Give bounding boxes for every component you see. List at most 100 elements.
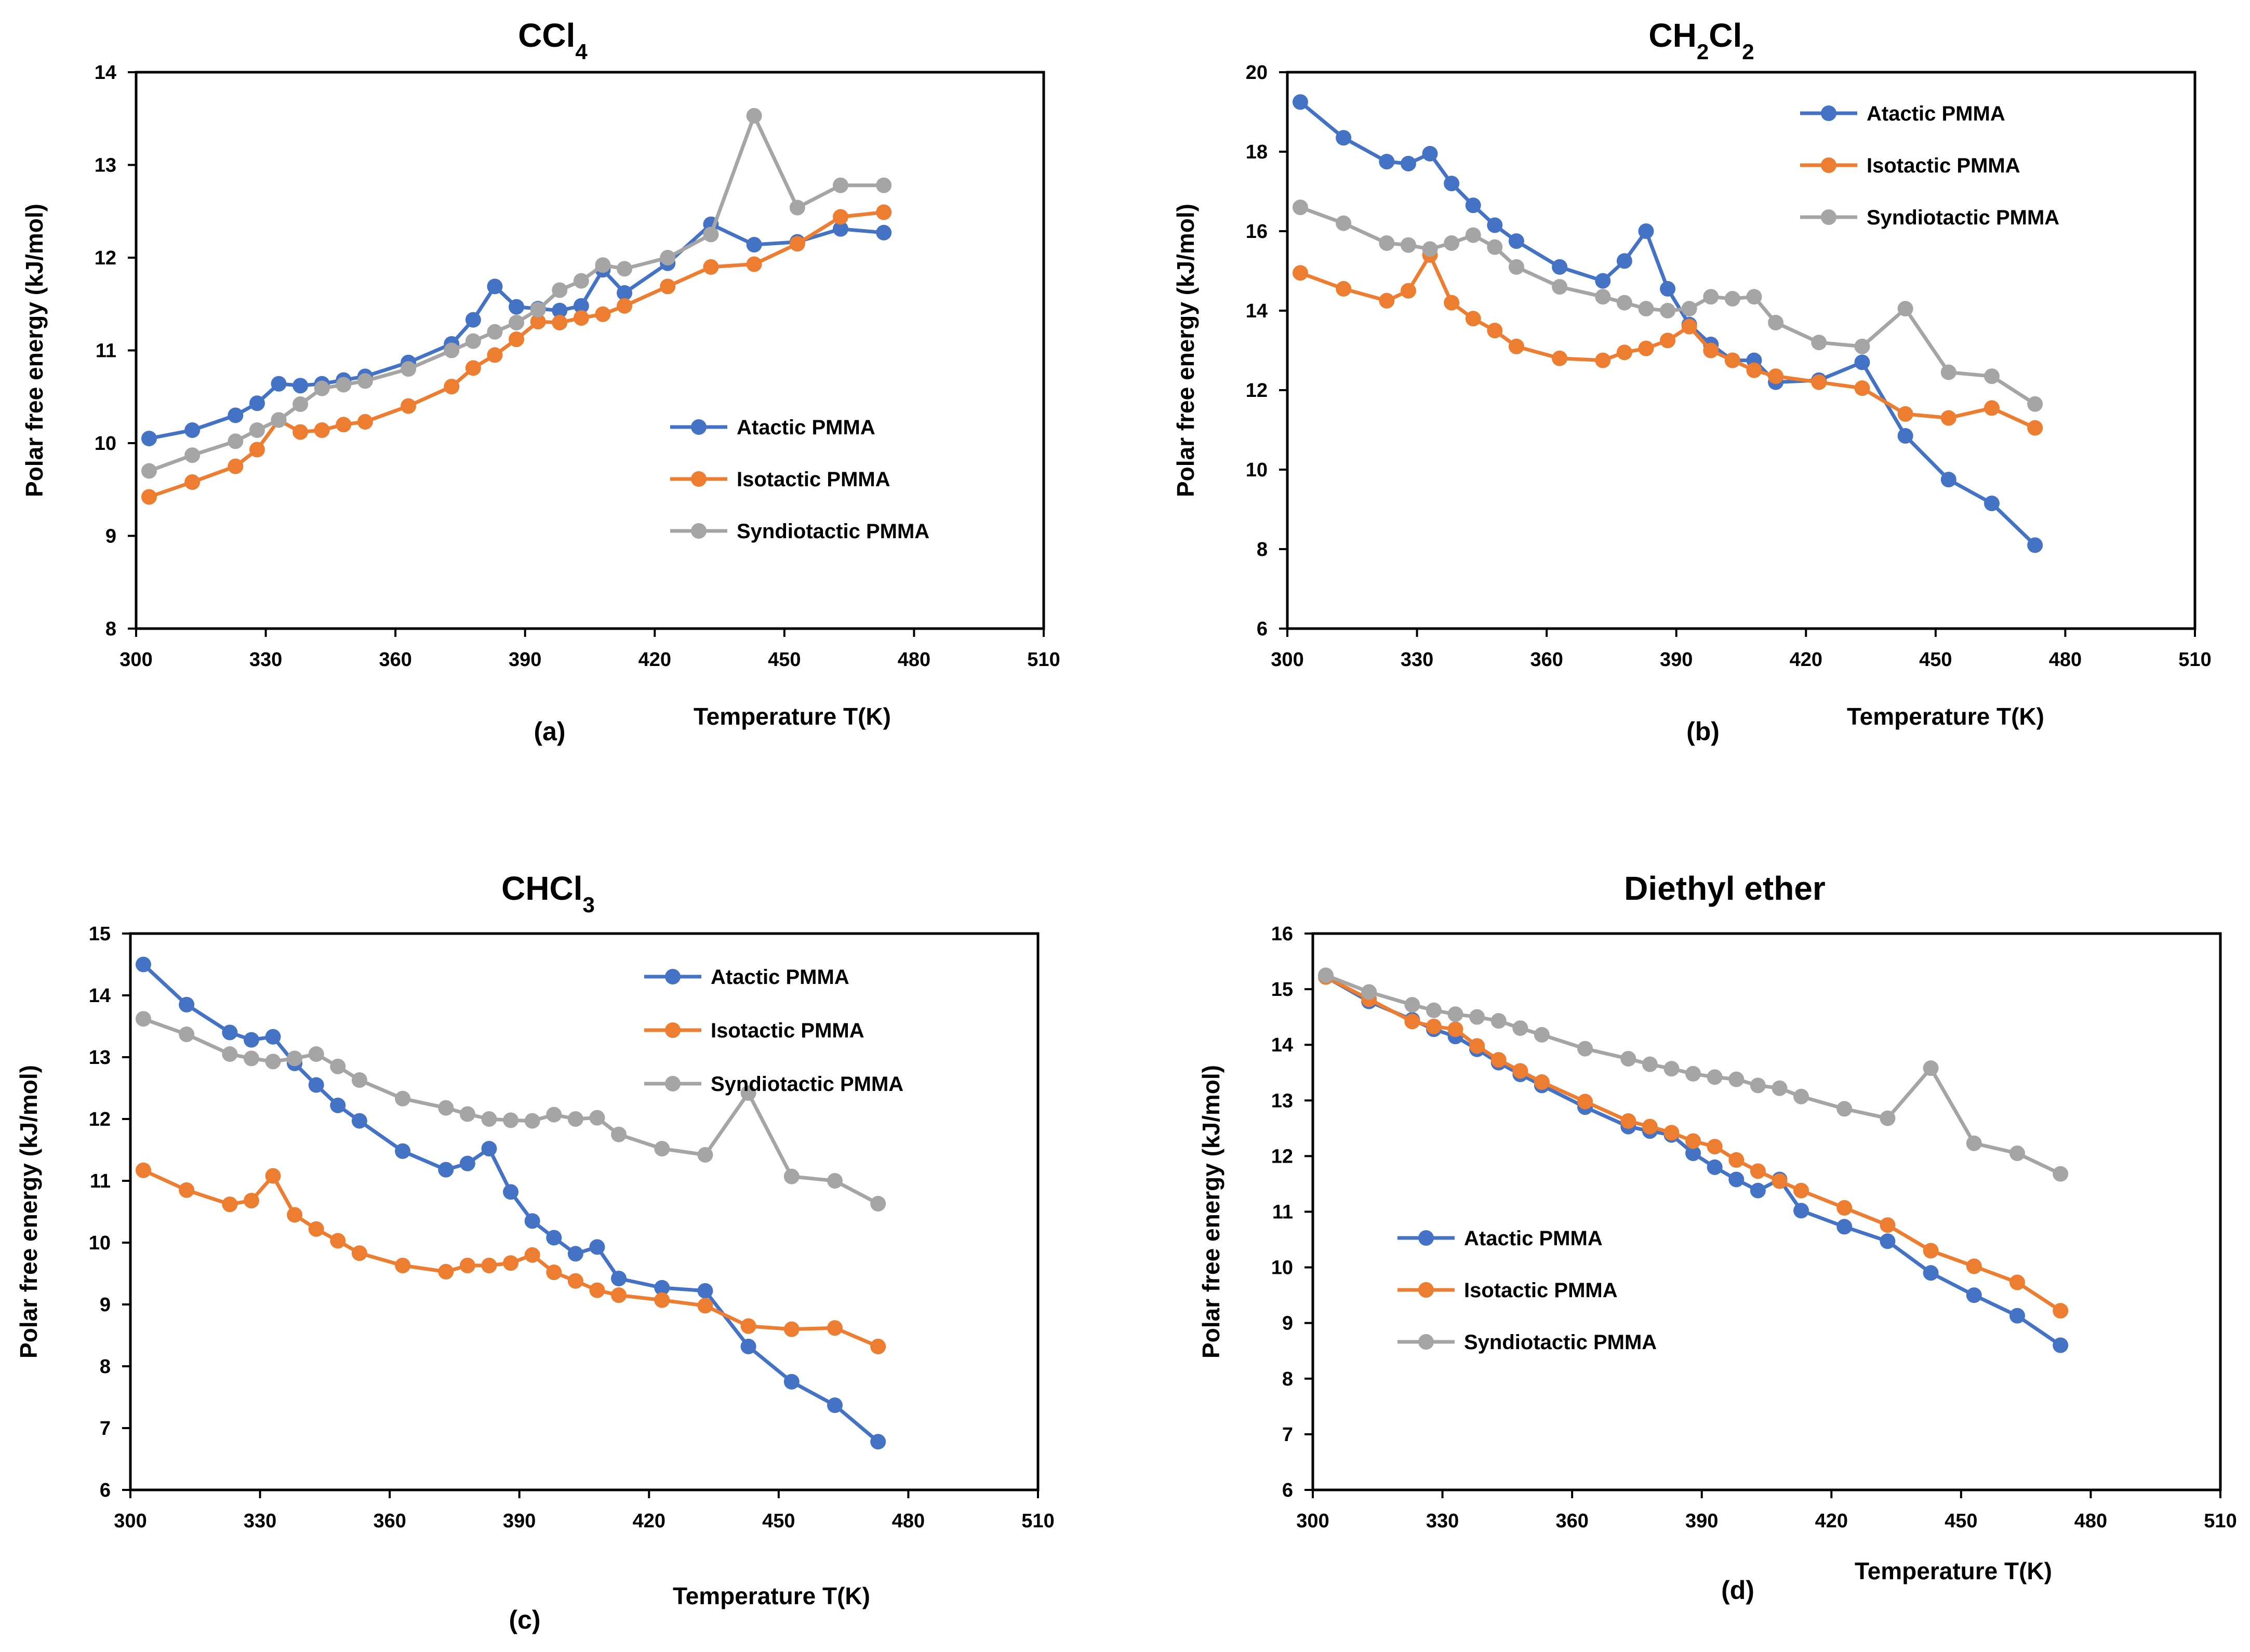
x-tick-label: 480 [2049,649,2082,671]
data-point [573,310,589,326]
data-point [1880,1217,1896,1233]
y-axis-title: Polar free energy (kJ/mol) [1197,1065,1224,1358]
data-point [1703,289,1719,305]
data-point [1638,340,1654,356]
x-tick-label: 390 [509,649,541,671]
data-point [249,395,265,411]
y-tick-label: 10 [1271,1257,1293,1279]
data-point [1660,303,1676,318]
legend-label: Atactic PMMA [737,416,875,439]
data-point [1724,352,1740,368]
data-point [336,417,352,433]
data-point [1984,368,2000,384]
data-point [827,1397,843,1413]
data-point [1444,176,1460,192]
legend-swatch-marker [1821,157,1836,173]
data-point [351,1113,367,1129]
legend-swatch-marker [691,523,707,539]
legend-label: Isotactic PMMA [737,468,890,491]
legend-item: Atactic PMMA [644,966,849,989]
data-point [351,1245,367,1261]
legend-swatch-marker [1418,1334,1434,1350]
y-tick-label: 8 [1257,539,1268,561]
legend-label: Atactic PMMA [1464,1227,1603,1250]
y-tick-label: 10 [89,1232,111,1254]
data-point [697,1298,713,1314]
data-point [876,177,892,193]
data-point [438,1263,454,1280]
data-point [1836,1200,1853,1216]
y-tick-label: 6 [1282,1480,1293,1501]
data-point [789,199,805,216]
data-point [1361,984,1377,1000]
chart-panel-1: 300 330 360 390 420 450 480 510 8 9 10 11 12 13 14 Pola… [21,17,1060,746]
data-point [287,1050,303,1067]
data-point [783,1374,800,1390]
data-point [1703,342,1719,358]
legend-label: Isotactic PMMA [1867,154,2020,177]
data-point [292,378,309,394]
data-point [1379,154,1395,170]
data-point [1487,217,1503,233]
data-point [228,458,244,474]
data-point [503,1184,519,1200]
data-point [1660,332,1676,349]
y-tick-label: 10 [95,433,116,455]
x-tick-label: 450 [1945,1510,1977,1532]
data-point [1487,239,1503,255]
data-point [1940,472,1956,488]
series-atactic-pmma [1292,94,2043,553]
data-point [459,1155,475,1171]
data-point [2053,1337,2069,1353]
data-point [1836,1101,1853,1117]
legend-item: Atactic PMMA [1800,102,2005,125]
data-point [438,1100,454,1116]
data-point [357,414,373,430]
data-point [2009,1274,2026,1290]
data-point [1379,292,1395,309]
y-tick-label: 6 [1257,618,1268,640]
data-point [1880,1110,1896,1126]
data-point [1379,235,1395,251]
data-point [336,377,352,393]
x-axis-title: Temperature T(K) [1847,703,2044,730]
data-point [330,1058,346,1074]
data-point [1966,1258,1982,1274]
data-point [1620,1050,1636,1067]
data-point [697,1147,713,1163]
legend-swatch-marker [665,1076,681,1091]
data-point [1552,279,1568,295]
x-tick-label: 330 [249,649,282,671]
data-point [1465,227,1481,243]
data-point [546,1230,562,1246]
data-point [573,273,589,289]
data-point [1422,145,1438,162]
data-point [1811,335,1827,351]
data-point [1638,223,1654,239]
data-point [1426,1018,1442,1034]
x-tick-label: 330 [1426,1510,1459,1532]
data-point [459,1258,475,1274]
data-point [870,1196,886,1212]
legend-label: Syndiotactic PMMA [737,520,929,543]
data-point [2053,1303,2069,1319]
data-point [524,1247,540,1263]
data-point [1746,362,1762,378]
legend-item: Isotactic PMMA [670,468,890,491]
y-tick-label: 8 [100,1356,111,1378]
data-point [1642,1118,1658,1135]
legend-swatch-marker [691,471,707,487]
x-tick-label: 510 [2204,1510,2236,1532]
x-tick-label: 330 [244,1510,276,1532]
data-point [1490,1013,1507,1029]
data-point [1707,1069,1723,1085]
legend-swatch-marker [665,1022,681,1038]
data-point [1854,380,1870,396]
data-point [1681,301,1697,317]
data-point [1616,344,1632,361]
data-point [1750,1182,1766,1198]
data-point [746,237,762,253]
data-point [1923,1243,1939,1259]
data-point [1292,199,1308,216]
data-point [465,312,481,328]
